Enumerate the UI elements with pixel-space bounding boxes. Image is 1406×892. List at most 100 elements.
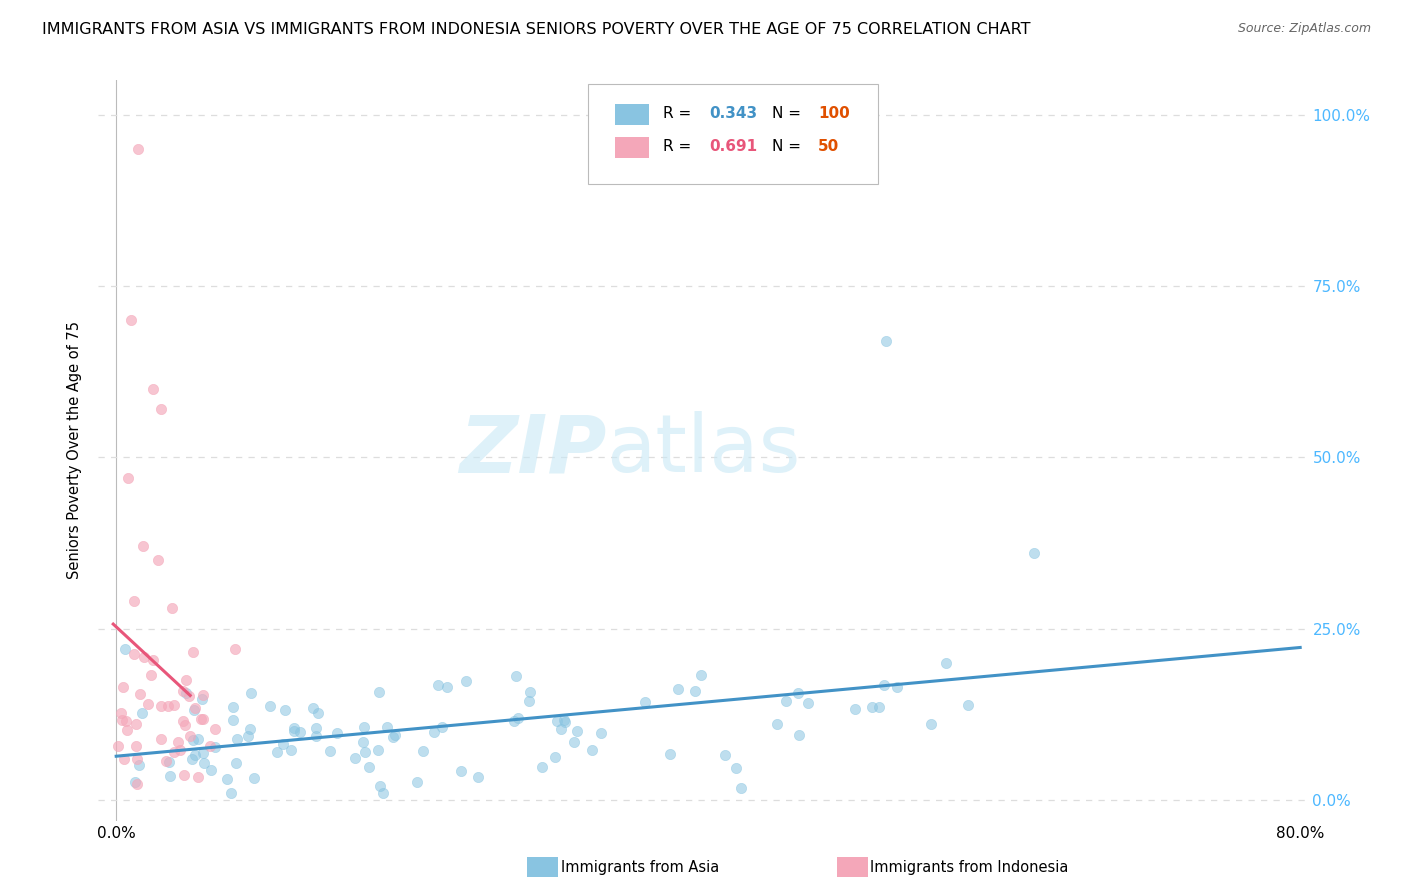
- Point: [122, 647, 145, 661]
- Point: [162, 745, 184, 759]
- Point: [191, 746, 214, 760]
- Bar: [614, 104, 648, 125]
- Point: [326, 726, 349, 740]
- Point: [450, 764, 472, 779]
- Text: 50: 50: [818, 139, 839, 154]
- Text: 100: 100: [818, 106, 849, 121]
- Point: [120, 313, 142, 327]
- Point: [724, 761, 747, 775]
- Point: [157, 755, 180, 769]
- Point: [546, 714, 568, 729]
- Bar: [614, 137, 648, 158]
- Text: Immigrants from Indonesia: Immigrants from Indonesia: [870, 860, 1069, 874]
- Point: [149, 698, 172, 713]
- Point: [183, 703, 205, 717]
- Point: [155, 754, 177, 768]
- Point: [222, 700, 245, 714]
- Point: [111, 713, 134, 727]
- Point: [319, 744, 342, 758]
- Text: ZIP: ZIP: [458, 411, 606, 490]
- Point: [956, 698, 979, 712]
- Point: [412, 744, 434, 758]
- Point: [505, 669, 527, 683]
- Point: [886, 680, 908, 694]
- Point: [565, 724, 588, 739]
- Text: R =: R =: [664, 106, 696, 121]
- Point: [683, 684, 706, 698]
- Point: [115, 714, 138, 728]
- Point: [775, 694, 797, 708]
- Point: [797, 696, 820, 710]
- Point: [167, 735, 190, 749]
- Point: [406, 775, 429, 789]
- Point: [554, 714, 576, 729]
- Point: [225, 756, 247, 770]
- Point: [204, 739, 226, 754]
- Point: [240, 686, 263, 700]
- Point: [180, 751, 202, 765]
- Point: [124, 717, 146, 731]
- Point: [454, 674, 477, 689]
- FancyBboxPatch shape: [588, 84, 879, 184]
- Text: 0.343: 0.343: [709, 106, 758, 121]
- Point: [868, 700, 890, 714]
- Point: [112, 680, 135, 694]
- Text: 0.691: 0.691: [709, 139, 758, 154]
- Point: [107, 739, 129, 754]
- Point: [787, 728, 810, 742]
- Point: [860, 700, 883, 714]
- Point: [581, 743, 603, 757]
- Point: [873, 678, 896, 692]
- Point: [181, 733, 204, 747]
- Point: [375, 720, 398, 734]
- Point: [179, 729, 201, 743]
- Point: [283, 721, 305, 735]
- Y-axis label: Seniors Poverty Over the Age of 75: Seniors Poverty Over the Age of 75: [67, 321, 83, 580]
- Point: [273, 703, 295, 717]
- Point: [163, 698, 186, 712]
- Point: [132, 650, 155, 665]
- Point: [142, 382, 165, 396]
- Point: [125, 752, 148, 766]
- Point: [436, 680, 458, 694]
- Point: [125, 739, 148, 753]
- Point: [875, 334, 897, 348]
- Point: [357, 760, 380, 774]
- Point: [115, 723, 138, 737]
- Point: [219, 786, 242, 800]
- Point: [159, 768, 181, 782]
- Point: [271, 737, 294, 751]
- Point: [432, 720, 454, 734]
- Point: [226, 732, 249, 747]
- Text: Immigrants from Asia: Immigrants from Asia: [561, 860, 720, 874]
- Point: [506, 711, 529, 725]
- Point: [198, 739, 221, 753]
- Text: atlas: atlas: [606, 411, 800, 490]
- Text: Source: ZipAtlas.com: Source: ZipAtlas.com: [1237, 22, 1371, 36]
- Point: [162, 601, 184, 615]
- Point: [344, 751, 367, 765]
- Point: [544, 750, 567, 764]
- Point: [305, 722, 328, 736]
- Point: [301, 701, 323, 715]
- Point: [184, 700, 207, 714]
- Point: [519, 685, 541, 699]
- Point: [427, 678, 450, 692]
- Point: [531, 759, 554, 773]
- Point: [467, 770, 489, 784]
- Point: [112, 752, 135, 766]
- Point: [173, 768, 195, 782]
- Point: [239, 723, 262, 737]
- Point: [200, 764, 222, 778]
- Point: [658, 747, 681, 761]
- Point: [215, 772, 238, 787]
- Point: [288, 725, 311, 739]
- Point: [204, 722, 226, 736]
- Point: [149, 731, 172, 746]
- Point: [169, 743, 191, 757]
- Point: [714, 747, 737, 762]
- Point: [935, 656, 957, 670]
- Point: [243, 771, 266, 785]
- Point: [634, 695, 657, 709]
- Point: [127, 142, 149, 156]
